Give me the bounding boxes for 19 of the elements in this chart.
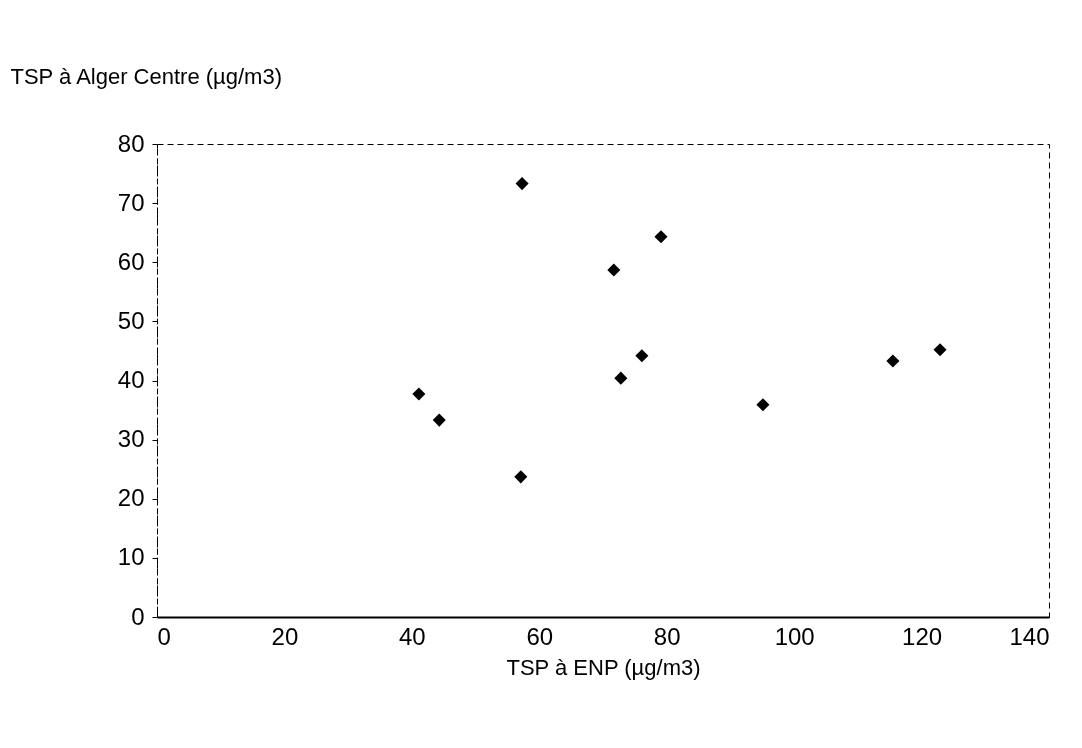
x-tick-label: 80 (653, 622, 681, 650)
y-tick-label: 70 (117, 188, 145, 216)
x-axis-title: TSP à ENP (µg/m3) (506, 654, 701, 680)
x-tick-label: 60 (526, 622, 554, 650)
x-tick-label: 0 (157, 622, 171, 650)
y-tick-label: 20 (117, 484, 145, 512)
x-tick-label: 40 (399, 622, 426, 650)
y-tick-label: 60 (117, 247, 145, 275)
y-tick-label: 0 (131, 602, 145, 630)
x-tick-label: 140 (1009, 622, 1050, 650)
y-axis-title: TSP à Alger Centre (µg/m3) (10, 63, 282, 89)
y-tick-label: 50 (117, 306, 145, 334)
x-tick-label: 20 (271, 622, 299, 650)
y-tick-label: 40 (117, 366, 145, 393)
y-tick-label: 30 (117, 425, 145, 453)
y-tick-label: 80 (117, 129, 145, 157)
y-tick-label: 10 (117, 543, 145, 571)
x-tick-label: 120 (902, 622, 943, 650)
x-tick-label: 100 (774, 622, 815, 650)
